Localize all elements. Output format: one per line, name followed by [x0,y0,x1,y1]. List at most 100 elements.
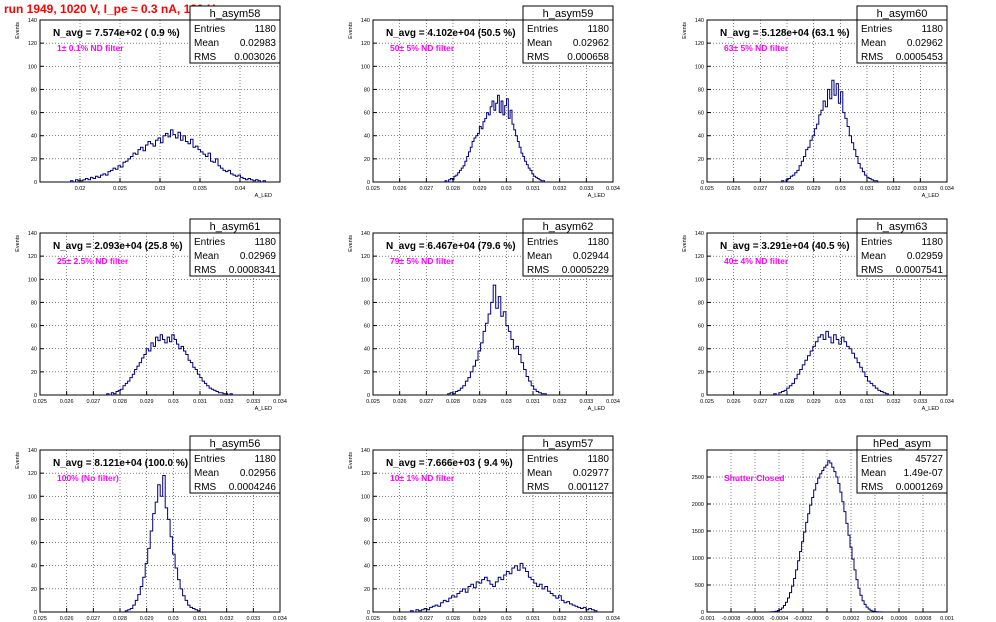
y-tick-label: 120 [361,471,370,477]
y-tick-label: 80 [31,87,37,93]
histogram-panel-h_asym59: 0.025 0.026 0.027 0.028 0.029 0.03 0.031 0.032 0… [348,5,620,199]
x-tick-label: 0.026 [60,399,74,405]
x-tick-label: 0.031 [526,399,540,405]
stats-value-mean: 0.02969 [240,251,277,262]
y-tick-label: 80 [364,87,370,93]
x-tick-label: 0.02 [75,186,86,192]
y-tick-label: 60 [364,111,370,117]
stats-label-rms: RMS [527,482,550,493]
stats-value-rms: 0.0008341 [229,265,277,276]
stats-label-rms: RMS [194,482,217,493]
x-tick-label: -0.0002 [794,616,813,622]
stats-value-entries: 1180 [587,454,609,465]
x-tick-label: 0.032 [553,186,567,192]
stats-label-entries: Entries [194,454,225,465]
y-tick-label: 60 [364,324,370,330]
y-tick-label: 100 [28,494,37,500]
navg-label: N_avg = 3.291e+04 (40.5 %) [720,241,850,252]
x-tick-label: 0.025 [33,399,47,405]
stats-label-rms: RMS [194,52,217,63]
x-tick-label: 0.031 [193,399,207,405]
stats-label-rms: RMS [861,52,884,63]
x-axis-title: A_LED [922,406,939,412]
y-tick-label: 40 [364,134,370,140]
y-tick-label: 20 [698,370,704,376]
x-tick-label: 0.027 [753,186,767,192]
filter-annotation: 10± 1% ND filter [390,473,455,483]
y-tick-label: 0 [34,393,37,399]
y-tick-label: 120 [28,471,37,477]
x-tick-label: 0.034 [606,399,620,405]
x-tick-label: 0.029 [807,399,821,405]
x-tick-label: 0.03 [835,399,846,405]
y-tick-label: 20 [31,157,37,163]
navg-label: N_avg = 5.128e+04 (63.1 %) [720,28,850,39]
y-tick-label: 20 [31,587,37,593]
stats-value-mean: 0.02962 [907,38,944,49]
y-tick-label: 140 [361,448,370,454]
y-tick-label: 60 [698,111,704,117]
histogram-panel-h_asym58: 0.02 0.025 0.03 0.035 0.04 0 20 40 60 80 100 120 140… [15,5,281,199]
x-tick-label: 0.03 [501,616,512,622]
stats-value-entries: 1180 [587,237,609,248]
x-tick-label: 0.028 [446,399,460,405]
x-tick-label: 0.026 [393,399,407,405]
y-axis-title: Events [682,22,688,39]
x-tick-label: 0.027 [86,399,100,405]
y-tick-label: 100 [361,494,370,500]
x-tick-label: 0.031 [860,186,874,192]
stats-label-entries: Entries [861,24,892,35]
histogram-line [444,94,547,183]
x-tick-label: 0.028 [446,616,460,622]
stats-label-entries: Entries [861,237,892,248]
y-tick-label: 140 [28,448,37,454]
x-tick-label: 0.027 [419,399,433,405]
stats-value-rms: 0.0005453 [896,52,944,63]
x-tick-label: 0.04 [235,186,246,192]
y-tick-label: 0 [367,180,370,186]
stats-label-mean: Mean [861,251,886,262]
x-tick-label: 0.031 [526,616,540,622]
y-tick-label: 20 [364,157,370,163]
stats-value-rms: 0.001127 [568,482,609,493]
y-tick-label: 140 [695,231,704,237]
y-axis-title: Events [682,235,688,252]
x-tick-label: 0.028 [113,616,127,622]
navg-label: N_avg = 4.102e+04 (50.5 %) [386,28,516,39]
stats-label-entries: Entries [527,454,558,465]
stats-value-rms: 0.0001269 [896,482,944,493]
histogram-panel-h_asym57: 0.025 0.026 0.027 0.028 0.029 0.03 0.031 0.032 0… [348,435,620,622]
x-tick-label: 0.025 [700,186,714,192]
y-tick-label: 40 [698,134,704,140]
x-tick-label: 0.028 [113,399,127,405]
stats-value-entries: 1180 [254,454,276,465]
y-tick-label: 80 [31,517,37,523]
navg-label: N_avg = 8.121e+04 (100.0 %) [53,458,188,469]
x-tick-label: 0 [825,616,828,622]
stats-label-mean: Mean [527,468,552,479]
y-tick-label: 20 [364,587,370,593]
stats-value-mean: 0.02983 [240,38,277,49]
x-tick-label: 0.032 [220,399,234,405]
x-tick-label: 0.034 [273,399,287,405]
x-tick-label: 0.033 [246,399,260,405]
x-tick-label: 0.029 [473,399,487,405]
x-tick-label: 0.033 [579,186,593,192]
x-tick-label: 0.026 [727,399,741,405]
y-tick-label: 120 [361,41,370,47]
navg-label: N_avg = 2.093e+04 (25.8 %) [53,241,183,252]
filter-annotation: 1± 0.1% ND filter [57,43,124,53]
stats-label-mean: Mean [861,468,886,479]
y-axis-title: Events [15,235,21,252]
y-tick-label: 140 [361,231,370,237]
y-tick-label: 0 [34,610,37,616]
histogram-panel-h_asym61: 0.025 0.026 0.027 0.028 0.029 0.03 0.031 0.032 0… [15,218,287,412]
filter-annotation: Shutter Closed [724,473,784,483]
y-tick-label: 1000 [692,556,704,562]
stats-value-entries: 1180 [587,24,609,35]
x-tick-label: 0.026 [393,616,407,622]
x-tick-label: 0.027 [753,399,767,405]
stats-value-mean: 0.02944 [573,251,610,262]
stats-box [522,435,614,494]
filter-annotation: 79± 5% ND filter [390,256,455,266]
